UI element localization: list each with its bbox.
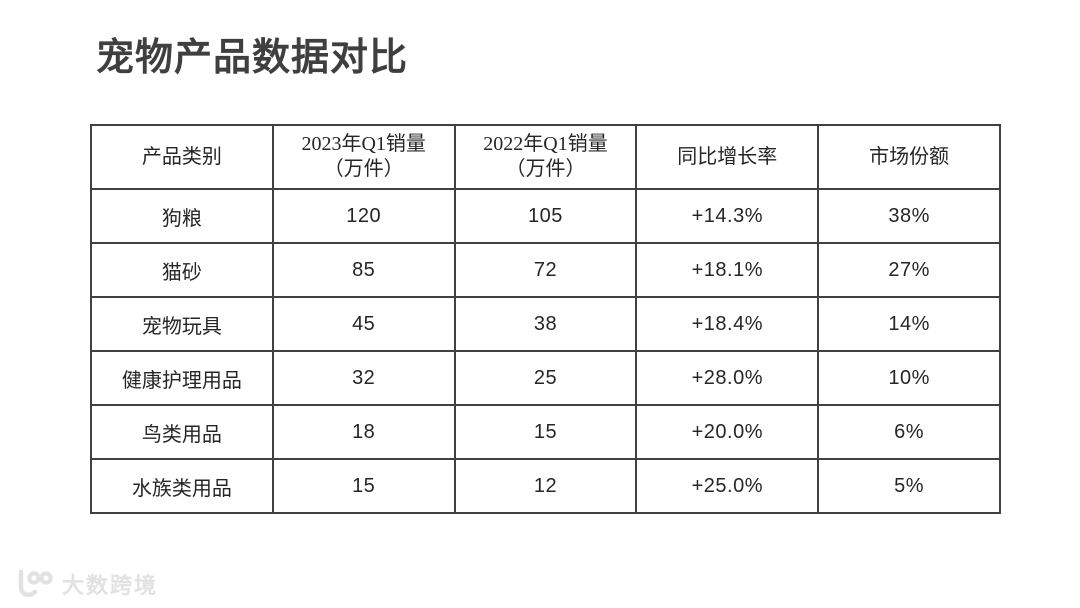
table-cell: 38% (817, 188, 1001, 244)
table-cell: 25 (453, 350, 638, 406)
header-cell-market-share: 市场份额 (817, 124, 1001, 190)
table-cell: 15 (453, 404, 638, 460)
header-cell-sales-2023: 2023年Q1销量 （万件） (271, 124, 456, 190)
table-cell: +28.0% (635, 350, 820, 406)
table-cell: 5% (817, 458, 1001, 514)
table-cell: 38 (453, 296, 638, 352)
table-cell: 12 (453, 458, 638, 514)
watermark-text: 大数跨境 (62, 573, 159, 598)
table-cell: +25.0% (635, 458, 820, 514)
table-cell: 18 (271, 404, 456, 460)
table-cell: +18.1% (635, 242, 820, 298)
table-row: 狗粮 120 105 +14.3% 38% (90, 188, 1001, 244)
category-cell: 猫砂 (90, 242, 274, 298)
table-cell: 105 (453, 188, 638, 244)
table-cell: 72 (453, 242, 638, 298)
header-sub-label: （万件） (323, 158, 404, 180)
table-cell: 6% (817, 404, 1001, 460)
category-cell: 鸟类用品 (90, 404, 274, 460)
page-title: 宠物产品数据对比 (96, 37, 409, 79)
table-cell: +18.4% (635, 296, 820, 352)
table-row: 鸟类用品 18 15 +20.0% 6% (90, 404, 1001, 460)
header-cell-sales-2022: 2022年Q1销量 （万件） (453, 124, 638, 190)
table-body: 狗粮 120 105 +14.3% 38% 猫砂 85 72 +18.1% 27… (90, 188, 1001, 514)
header-cell-category: 产品类别 (90, 124, 274, 190)
table-cell: 120 (271, 188, 456, 244)
dashu-100-logo-icon (12, 568, 56, 600)
table-cell: 14% (817, 296, 1001, 352)
header-label: 市场份额 (869, 145, 950, 168)
header-cell-yoy-growth: 同比增长率 (635, 124, 820, 190)
table-cell: 32 (271, 350, 456, 406)
table-cell: +20.0% (635, 404, 820, 460)
table-cell: 27% (817, 242, 1001, 298)
table-header-row: 产品类别 2023年Q1销量 （万件） 2022年Q1销量 （万件） 同比增长率… (90, 124, 1001, 190)
header-label: 2022年Q1销量 (483, 133, 608, 155)
table-row: 水族类用品 15 12 +25.0% 5% (90, 458, 1001, 514)
table-cell: 15 (271, 458, 456, 514)
table-cell: +14.3% (635, 188, 820, 244)
table-cell: 10% (817, 350, 1001, 406)
header-sub-label: （万件） (505, 158, 586, 180)
header-label: 同比增长率 (677, 145, 778, 168)
table-cell: 45 (271, 296, 456, 352)
watermark: 大数跨境 (12, 568, 158, 600)
category-cell: 狗粮 (90, 188, 274, 244)
table-row: 健康护理用品 32 25 +28.0% 10% (90, 350, 1001, 406)
table-row: 猫砂 85 72 +18.1% 27% (90, 242, 1001, 298)
table-header: 产品类别 2023年Q1销量 （万件） 2022年Q1销量 （万件） 同比增长率… (90, 124, 1001, 190)
category-cell: 宠物玩具 (90, 296, 274, 352)
category-cell: 水族类用品 (90, 458, 274, 514)
category-cell: 健康护理用品 (90, 350, 274, 406)
header-label: 2023年Q1销量 (301, 133, 426, 155)
table-cell: 85 (271, 242, 456, 298)
header-label: 产品类别 (141, 145, 222, 168)
table-row: 宠物玩具 45 38 +18.4% 14% (90, 296, 1001, 352)
pet-products-table: 产品类别 2023年Q1销量 （万件） 2022年Q1销量 （万件） 同比增长率… (90, 124, 1001, 514)
